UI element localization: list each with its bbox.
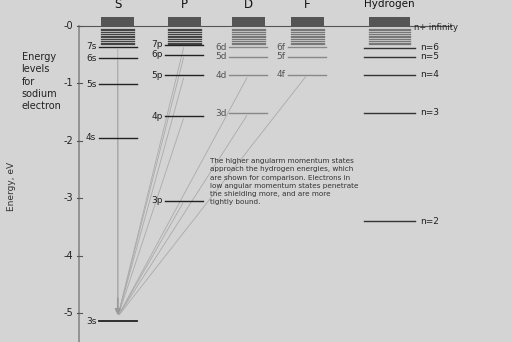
Text: 6s: 6s	[86, 54, 96, 63]
Text: S: S	[114, 0, 121, 11]
Text: F: F	[304, 0, 310, 11]
Text: n=4: n=4	[420, 70, 439, 79]
Bar	[101, 17, 134, 26]
Text: -5: -5	[63, 308, 73, 318]
Text: 3s: 3s	[86, 317, 96, 326]
Text: n=6: n=6	[420, 43, 439, 52]
Text: P: P	[181, 0, 188, 11]
Text: 5d: 5d	[216, 52, 227, 62]
Text: 4p: 4p	[152, 111, 163, 121]
Text: D: D	[244, 0, 253, 11]
Text: n+ infinity: n+ infinity	[414, 23, 458, 32]
Text: Energy
levels
for
sodium
electron: Energy levels for sodium electron	[22, 52, 61, 111]
Text: 4d: 4d	[216, 71, 227, 80]
Text: 4s: 4s	[86, 133, 96, 143]
Text: 3d: 3d	[216, 109, 227, 118]
Text: 6f: 6f	[276, 43, 286, 52]
Text: n=2: n=2	[420, 217, 439, 226]
Bar	[232, 17, 265, 26]
Text: -3: -3	[63, 193, 73, 203]
Text: 7p: 7p	[152, 40, 163, 49]
Bar	[168, 17, 201, 26]
Text: 5p: 5p	[152, 71, 163, 80]
Text: 6d: 6d	[216, 43, 227, 52]
Text: n=5: n=5	[420, 52, 439, 62]
Text: 5s: 5s	[86, 80, 96, 89]
Text: 5f: 5f	[276, 52, 286, 62]
Text: 4f: 4f	[277, 70, 286, 79]
Bar	[369, 17, 410, 26]
Text: -1: -1	[63, 78, 73, 88]
Text: Hydrogen: Hydrogen	[364, 0, 414, 9]
Text: -4: -4	[63, 251, 73, 261]
Text: n=3: n=3	[420, 108, 439, 117]
Text: 7s: 7s	[86, 42, 96, 51]
Text: Energy, eV: Energy, eV	[7, 162, 16, 211]
Text: 3p: 3p	[152, 196, 163, 205]
Text: -2: -2	[63, 136, 73, 146]
Bar	[291, 17, 324, 26]
Text: 6p: 6p	[152, 50, 163, 59]
Text: The higher angularm momentum states
approach the hydrogen energies, which
are sh: The higher angularm momentum states appr…	[210, 158, 358, 205]
Text: -0: -0	[63, 21, 73, 31]
